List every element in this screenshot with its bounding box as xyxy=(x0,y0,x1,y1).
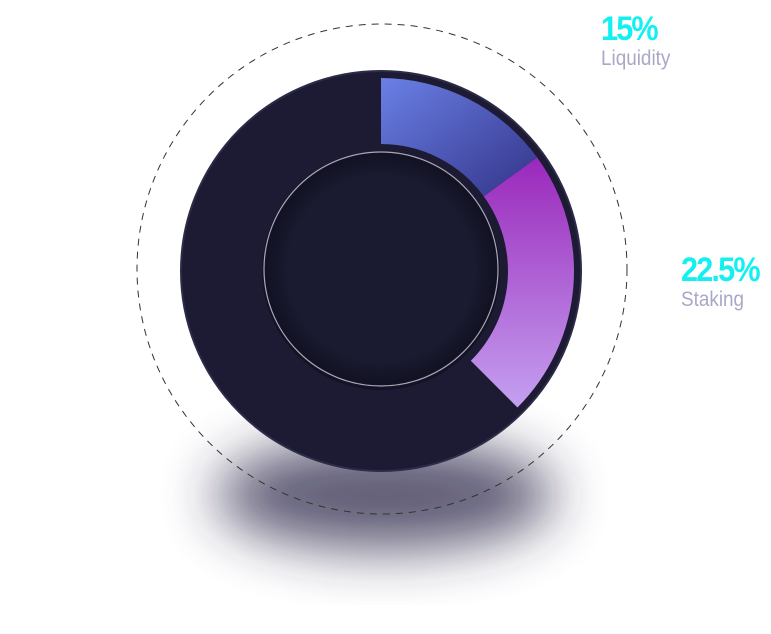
slice-label-staking: 22.5% Staking xyxy=(681,252,767,312)
liquidity-name: Liquidity xyxy=(601,47,671,70)
drop-shadow xyxy=(215,440,555,550)
staking-name: Staking xyxy=(681,288,745,311)
staking-percent: 22.5% xyxy=(681,251,761,289)
dashed-ring xyxy=(136,23,628,515)
liquidity-percent: 15% xyxy=(601,10,659,48)
slice-label-liquidity: 15% Liquidity xyxy=(601,11,678,71)
slice-staking xyxy=(470,157,574,408)
slice-liquidity xyxy=(381,78,538,197)
donut-hole xyxy=(263,151,499,387)
